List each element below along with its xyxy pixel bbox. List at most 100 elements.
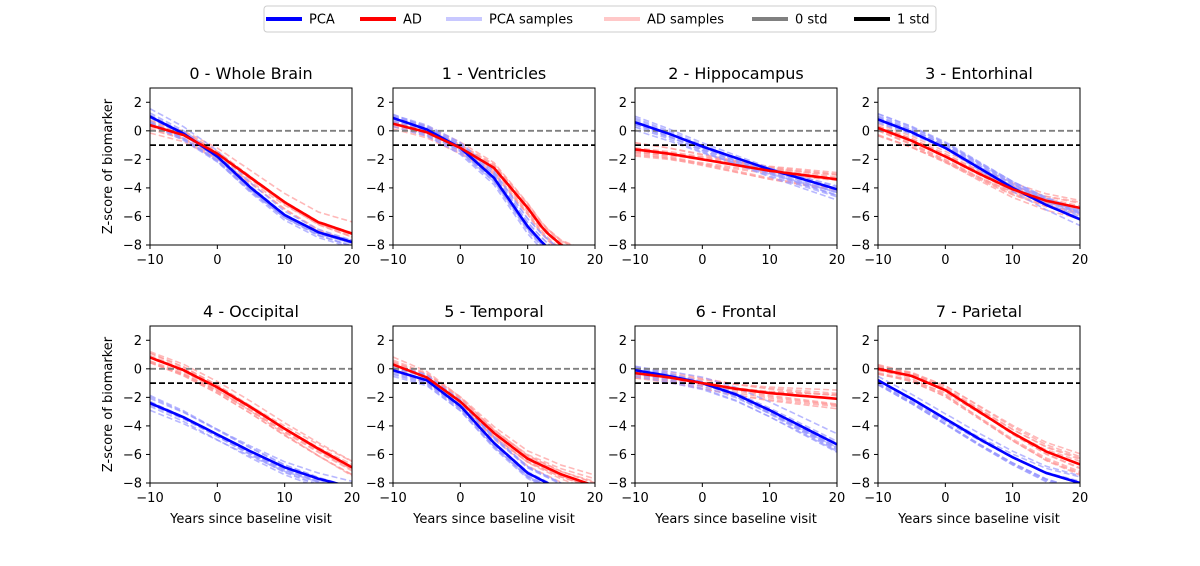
x-tick-label: −10	[379, 491, 406, 506]
ad-sample-line	[393, 361, 595, 476]
legend-label: PCA samples	[489, 13, 573, 28]
pca-sample-line	[635, 126, 837, 187]
y-tick-label: −6	[608, 210, 627, 225]
y-tick-label: −2	[608, 391, 627, 406]
legend-label: 1 std	[897, 13, 930, 28]
y-axis-label: Z-score of biomarker	[101, 336, 116, 472]
y-tick-label: −8	[851, 239, 870, 254]
y-tick-label: 2	[134, 96, 142, 111]
ad-sample-line	[635, 370, 837, 406]
ad-sample-line	[393, 365, 595, 480]
ad-mean-line	[878, 367, 1080, 466]
x-tick-label: −10	[136, 253, 163, 268]
y-tick-label: −4	[123, 419, 142, 434]
pca-mean-line	[393, 116, 547, 245]
y-tick-label: −8	[608, 239, 627, 254]
x-axis-label: Years since baseline visit	[169, 512, 332, 527]
y-tick-label: 0	[619, 362, 627, 377]
axes-frame	[634, 325, 838, 484]
ad-sample-line	[393, 117, 563, 245]
y-tick-label: 0	[862, 362, 870, 377]
x-tick-label: 0	[213, 253, 221, 268]
pca-sample-line	[393, 122, 539, 245]
y-tick-label: −4	[366, 419, 385, 434]
y-tick-label: −6	[123, 210, 142, 225]
pca-sample-line	[635, 373, 837, 454]
pca-mean-line	[878, 118, 1080, 221]
x-tick-label: 10	[519, 253, 536, 268]
pca-mean-line	[150, 401, 341, 483]
x-tick-label: −10	[136, 491, 163, 506]
y-tick-label: 2	[134, 334, 142, 349]
ad-sample-line	[635, 155, 837, 182]
pca-sample-line	[635, 365, 837, 435]
x-tick-label: 10	[761, 253, 778, 268]
ad-sample-line	[878, 365, 1080, 458]
x-tick-label: 0	[698, 253, 706, 268]
pca-sample-line	[878, 384, 1063, 483]
y-tick-label: 0	[619, 124, 627, 139]
y-tick-label: −8	[123, 477, 142, 492]
y-tick-label: −4	[851, 181, 870, 196]
legend: PCA AD PCA samples AD samples 0 std 1 std	[263, 5, 937, 33]
x-tick-label: 10	[761, 491, 778, 506]
y-tick-label: 0	[377, 362, 385, 377]
panel-title: 1 - Ventricles	[442, 64, 547, 83]
y-tick-label: −4	[608, 419, 627, 434]
y-tick-label: −2	[608, 153, 627, 168]
ad-sample-line	[878, 371, 1080, 473]
ad-sample-line	[393, 115, 573, 245]
y-tick-label: −8	[123, 239, 142, 254]
pca-sample-line	[878, 375, 1080, 477]
legend-item: 0 std	[752, 13, 828, 28]
x-tick-label: −10	[621, 491, 648, 506]
x-tick-label: 0	[941, 253, 949, 268]
x-axis-label: Years since baseline visit	[897, 512, 1060, 527]
y-tick-label: −2	[851, 391, 870, 406]
plot-area	[878, 363, 1080, 483]
plot-area	[393, 113, 595, 245]
y-tick-label: −8	[366, 239, 385, 254]
ad-mean-line	[635, 371, 837, 401]
pca-sample-line	[878, 119, 1080, 215]
y-tick-label: −8	[366, 477, 385, 492]
plot-area	[150, 107, 352, 245]
pca-sample-line	[635, 129, 837, 194]
x-tick-label: 20	[1072, 253, 1089, 268]
y-tick-label: −6	[366, 448, 385, 463]
y-tick-label: 0	[134, 362, 142, 377]
ad-sample-line	[635, 154, 837, 180]
x-tick-label: 20	[829, 491, 846, 506]
x-tick-label: 0	[213, 491, 221, 506]
pca-sample-line	[635, 369, 837, 443]
y-tick-label: −4	[608, 181, 627, 196]
x-tick-label: 20	[1072, 491, 1089, 506]
y-tick-label: 2	[619, 96, 627, 111]
panel-title: 7 - Parietal	[936, 302, 1022, 321]
x-tick-label: −10	[864, 253, 891, 268]
x-tick-label: 0	[456, 253, 464, 268]
ad-sample-line	[150, 119, 352, 238]
plot-area	[635, 115, 837, 201]
plot-area	[878, 112, 1080, 227]
x-tick-label: 20	[587, 491, 604, 506]
legend-item: AD samples	[604, 13, 724, 28]
pca-sample-line	[635, 115, 837, 192]
panel-title: 5 - Temporal	[444, 302, 543, 321]
x-tick-label: 0	[456, 491, 464, 506]
axes-frame	[877, 87, 1081, 246]
y-tick-label: −8	[851, 477, 870, 492]
y-tick-label: −6	[366, 210, 385, 225]
y-tick-label: −4	[123, 181, 142, 196]
ad-sample-line	[878, 367, 1080, 461]
axes-frame	[149, 325, 353, 484]
legend-frame	[263, 5, 937, 33]
y-tick-label: −6	[851, 210, 870, 225]
pca-sample-line	[878, 115, 1080, 213]
